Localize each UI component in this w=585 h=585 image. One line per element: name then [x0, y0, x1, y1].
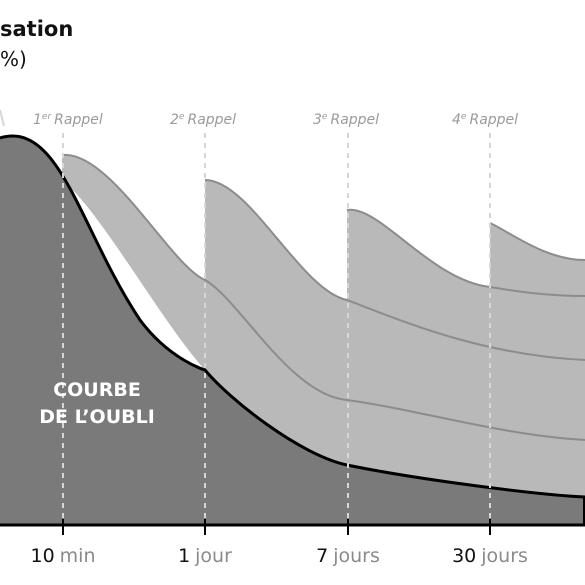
reminder-label-3: 3e Rappel: [313, 112, 379, 128]
forgetting-curve-label-line-2: DE L’OUBLI: [39, 406, 155, 428]
cropped-guide-fragment: [0, 109, 5, 127]
x-tick-label-2: 1 jour: [178, 545, 232, 567]
reminder-1-curve: [61, 153, 585, 441]
reminder-label-4: 4e Rappel: [452, 112, 518, 128]
reminder-area: [62, 154, 585, 497]
x-axis-ticks: [62, 519, 491, 535]
reminder-4-curve: [489, 222, 585, 261]
reminder-label-2: 2e Rappel: [170, 112, 236, 128]
reminder-strokes: [61, 153, 585, 441]
forgetting-curve-line: [0, 134, 585, 499]
reminder-label-1: 1er Rappel: [33, 112, 103, 128]
reminder-2-curve: [204, 179, 585, 361]
reminder-guides: [62, 133, 491, 520]
forgetting-curve-label-line-1: COURBE: [53, 379, 141, 401]
x-tick-label-1: 10 min: [30, 545, 95, 567]
forgetting-curve-area: [0, 136, 585, 525]
y-axis-label: %): [0, 47, 27, 71]
chart-title: sation: [0, 17, 73, 41]
reminder-3-curve: [346, 208, 585, 297]
x-tick-label-4: 30 jours: [452, 545, 528, 567]
x-tick-label-3: 7 jours: [316, 545, 380, 567]
